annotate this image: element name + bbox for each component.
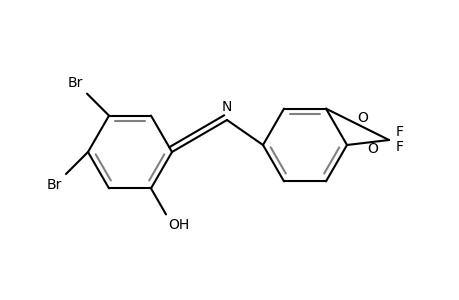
Text: O: O (356, 111, 367, 125)
Text: Br: Br (67, 76, 83, 90)
Text: Br: Br (46, 178, 62, 192)
Text: F: F (395, 140, 403, 154)
Text: N: N (221, 100, 232, 114)
Text: F: F (395, 125, 403, 139)
Text: O: O (367, 142, 378, 155)
Text: OH: OH (168, 218, 189, 233)
